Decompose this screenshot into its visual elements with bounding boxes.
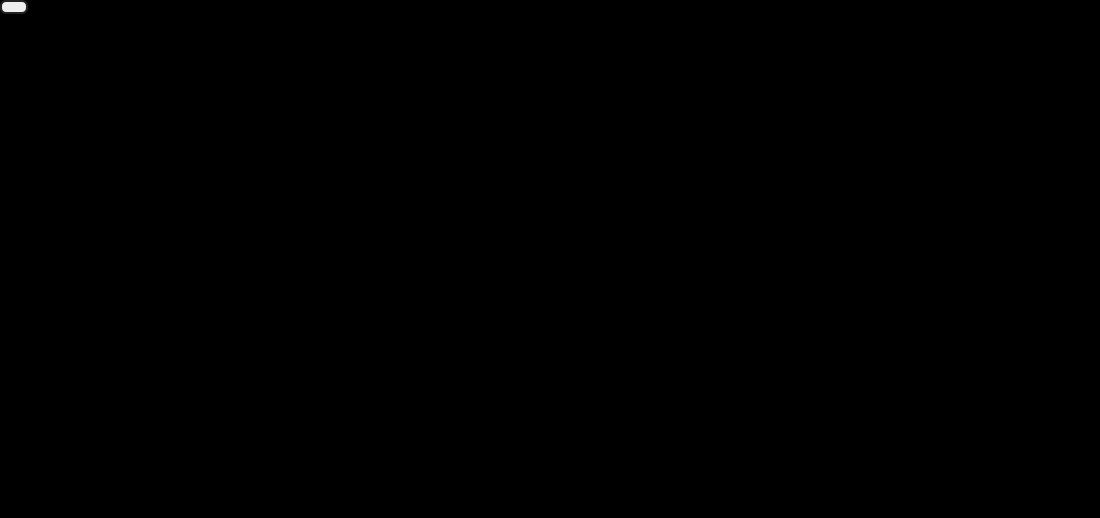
chart-stage [0,0,1100,518]
velocity-time-chart [0,0,1100,518]
callout-decreasing-velocity [0,0,28,14]
